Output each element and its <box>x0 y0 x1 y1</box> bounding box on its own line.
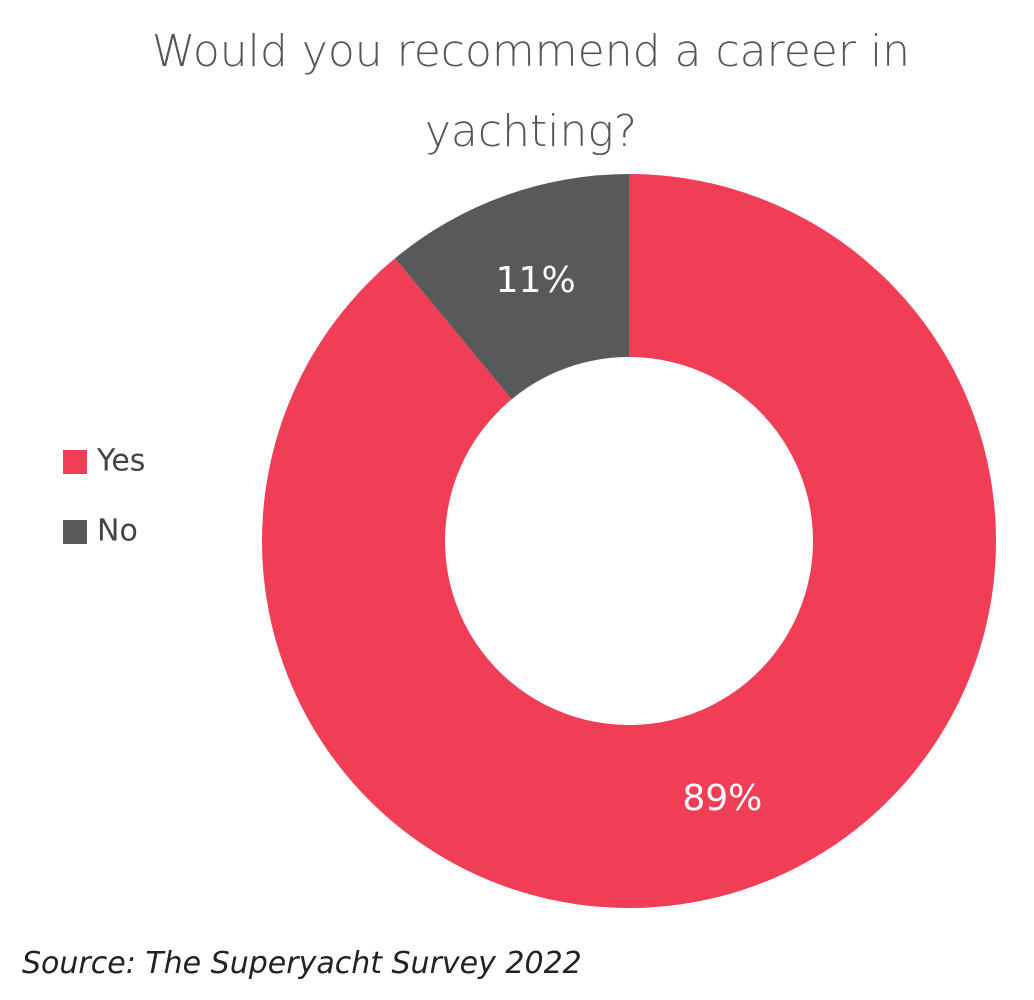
legend-swatch <box>63 520 87 544</box>
legend-swatch <box>63 450 87 474</box>
donut-slice <box>262 174 997 908</box>
legend-label: No <box>97 514 138 549</box>
chart-title: Would you recommend a career in yachting… <box>151 26 911 157</box>
chart: 89% 11% Yes No <box>63 174 997 908</box>
data-label: 89% <box>682 778 762 819</box>
source-note: Source: The Superyacht Survey 2022 <box>22 946 582 981</box>
data-label: 11% <box>496 260 576 301</box>
donut-slice <box>395 174 629 400</box>
legend-label: Yes <box>96 444 145 479</box>
